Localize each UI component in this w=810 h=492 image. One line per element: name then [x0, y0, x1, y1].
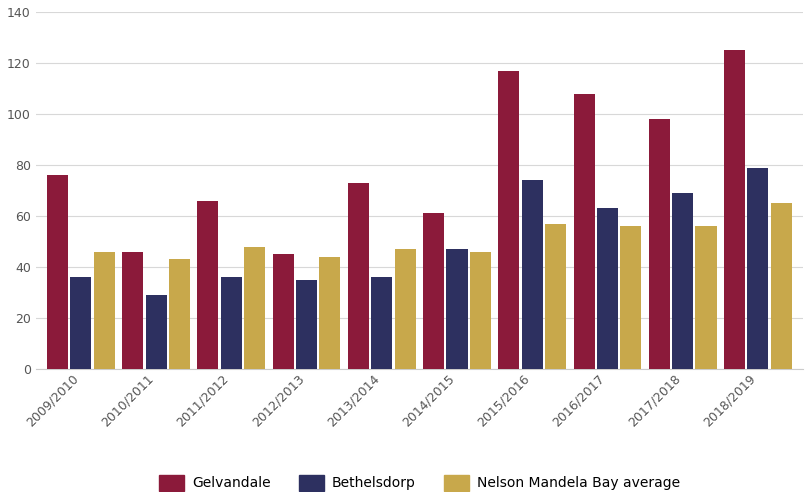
- Bar: [122, 252, 143, 369]
- Bar: [748, 167, 769, 369]
- Bar: [168, 259, 190, 369]
- Bar: [522, 180, 543, 369]
- Bar: [198, 201, 219, 369]
- Bar: [597, 208, 618, 369]
- Bar: [348, 183, 369, 369]
- Bar: [770, 203, 791, 369]
- Bar: [319, 257, 340, 369]
- Bar: [47, 175, 68, 369]
- Bar: [94, 252, 115, 369]
- Bar: [545, 224, 566, 369]
- Bar: [70, 277, 92, 369]
- Bar: [296, 280, 317, 369]
- Bar: [423, 214, 444, 369]
- Bar: [470, 252, 491, 369]
- Bar: [724, 50, 745, 369]
- Bar: [573, 93, 595, 369]
- Bar: [221, 277, 242, 369]
- Bar: [696, 226, 717, 369]
- Bar: [146, 295, 167, 369]
- Bar: [371, 277, 392, 369]
- Bar: [649, 119, 670, 369]
- Legend: Gelvandale, Bethelsdorp, Nelson Mandela Bay average: Gelvandale, Bethelsdorp, Nelson Mandela …: [151, 468, 687, 492]
- Bar: [446, 249, 467, 369]
- Bar: [273, 254, 294, 369]
- Bar: [620, 226, 642, 369]
- Bar: [672, 193, 693, 369]
- Bar: [394, 249, 416, 369]
- Bar: [244, 246, 265, 369]
- Bar: [498, 71, 519, 369]
